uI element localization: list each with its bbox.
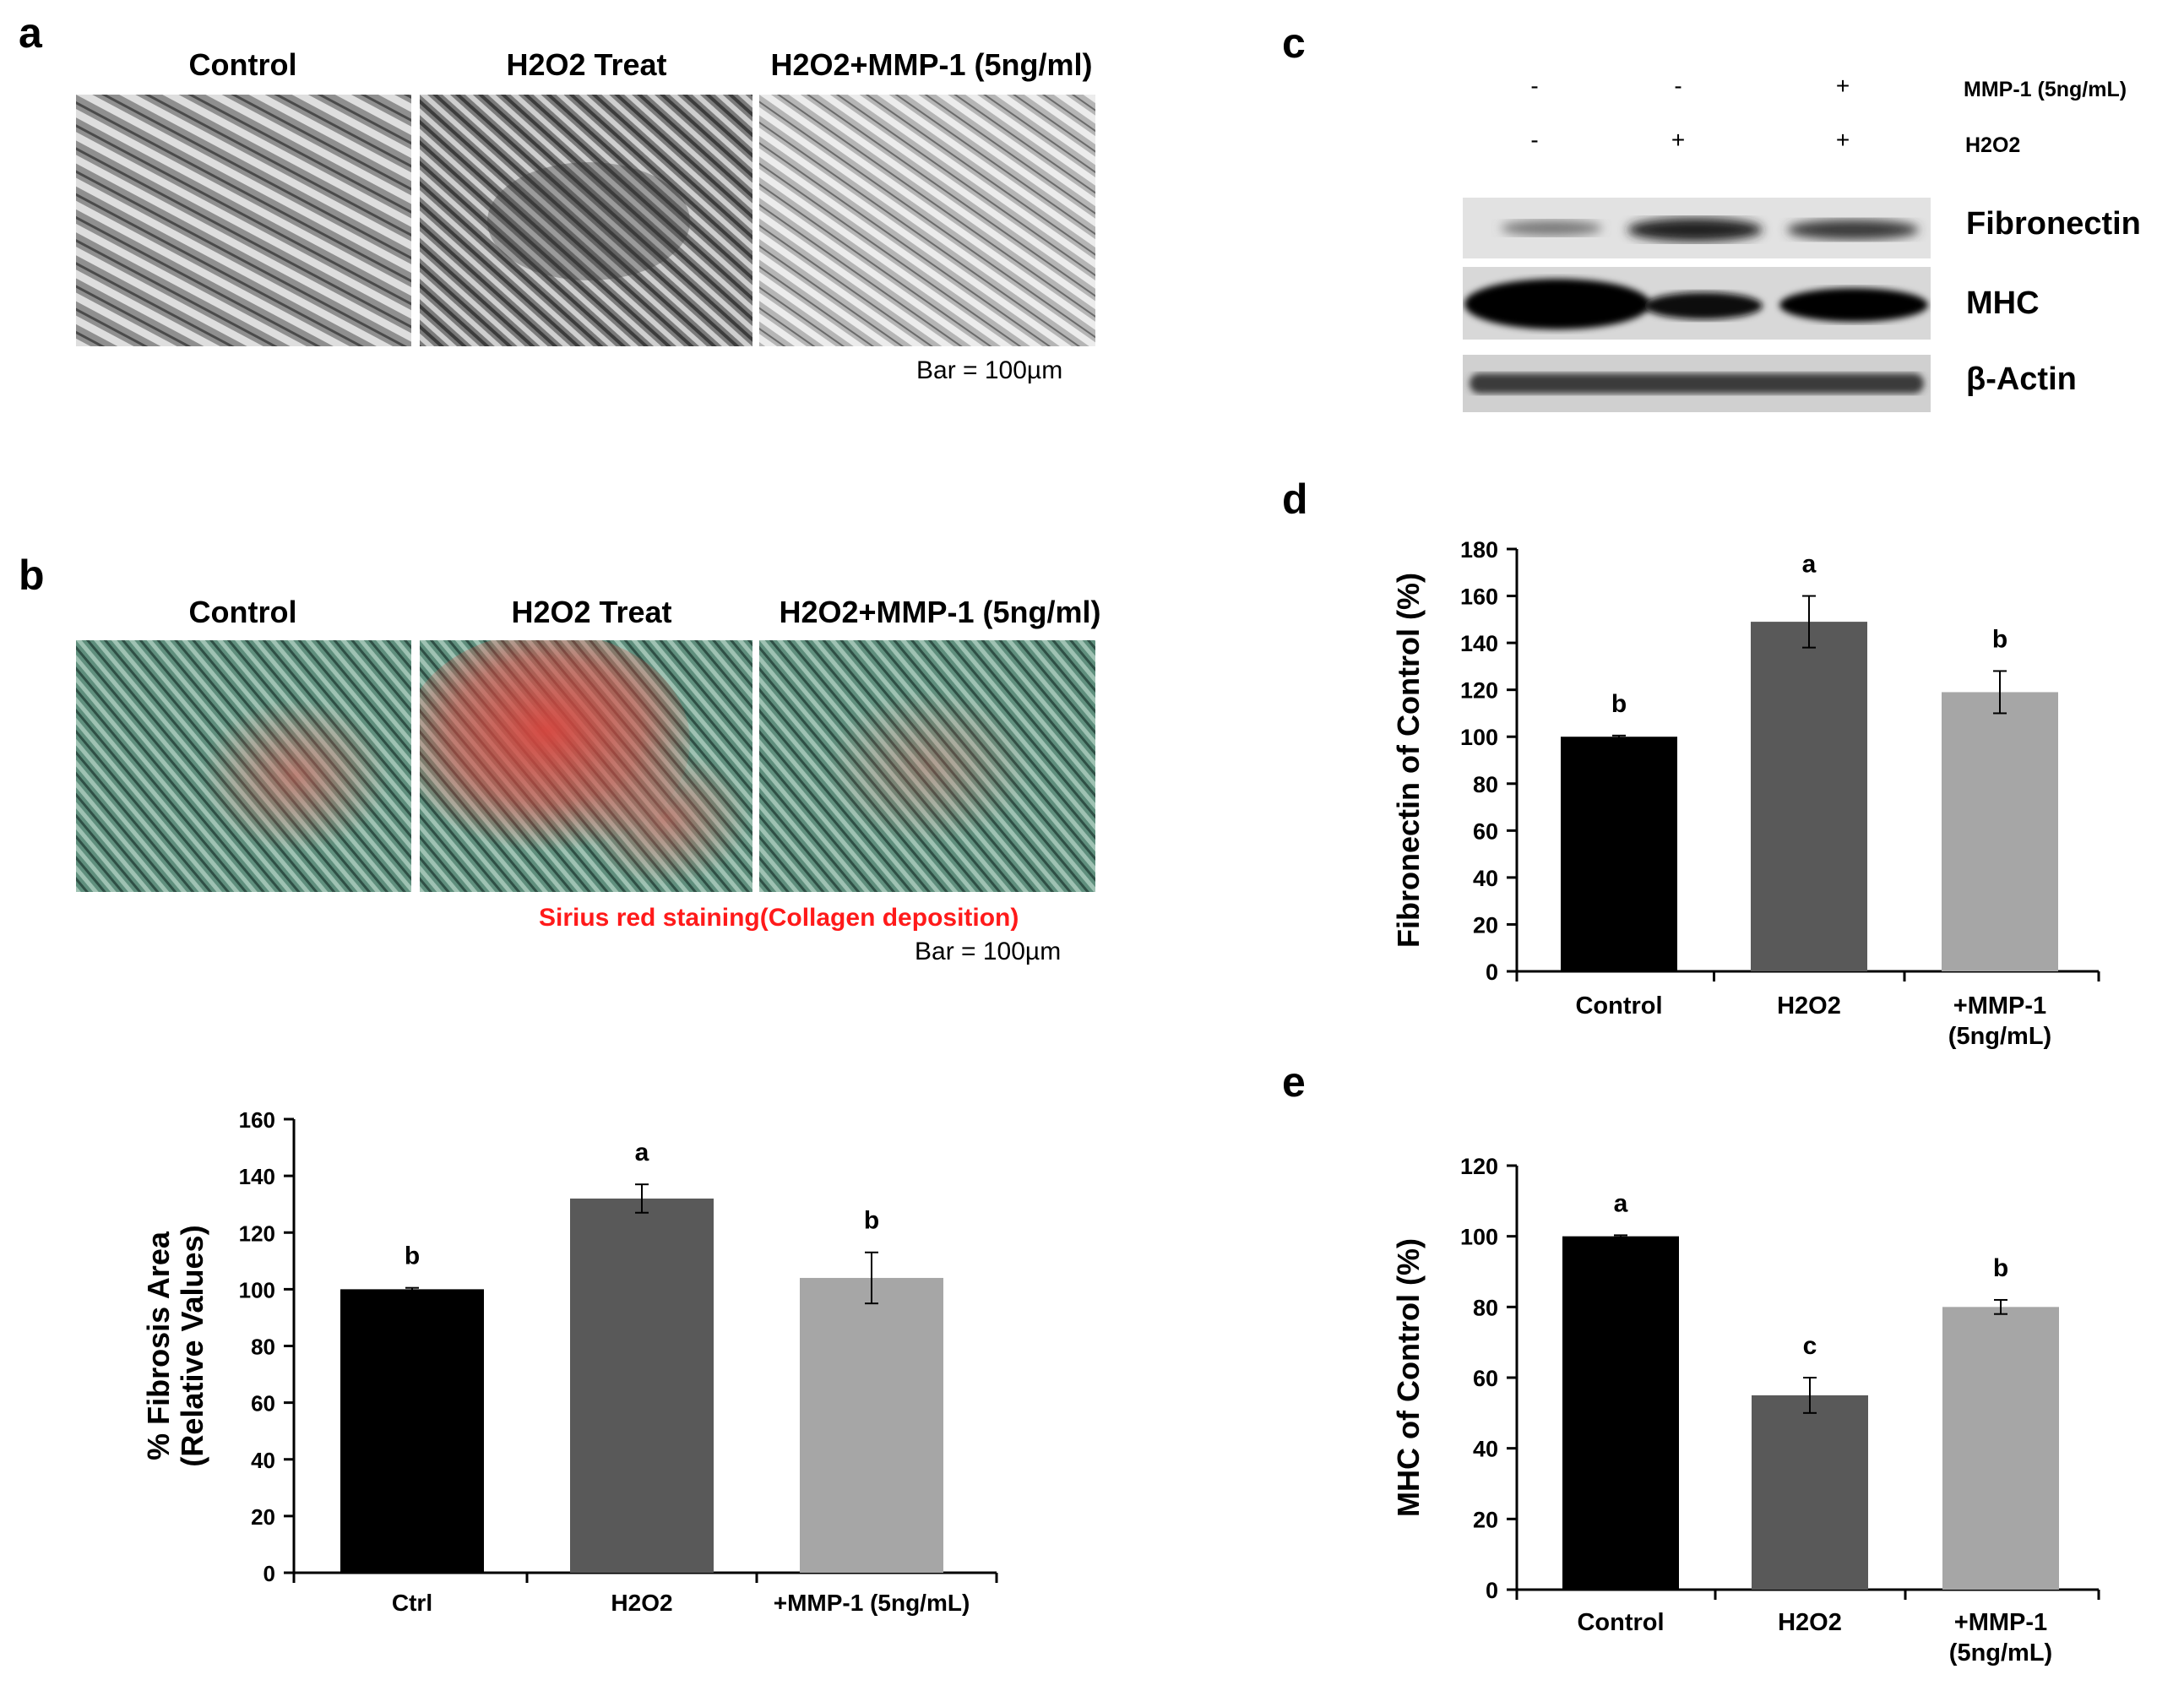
y-tick-label: 0 bbox=[1486, 1578, 1498, 1603]
bar bbox=[1752, 1395, 1868, 1590]
y-axis-label: (Relative Values) bbox=[175, 1225, 209, 1466]
significance-letter: b bbox=[1993, 1254, 2008, 1282]
panel-a-title-h2o2: H2O2 Treat bbox=[506, 47, 667, 82]
panel-a-title-control: Control bbox=[188, 47, 297, 82]
chart-b-fibrosis: 0 20 40 60 80 100 120 140 160 b Ctrl a H2O2 b +MMP-1 (… bbox=[141, 1107, 998, 1616]
y-tick-label: 40 bbox=[1473, 1437, 1498, 1462]
significance-letter: a bbox=[635, 1139, 649, 1166]
x-category-label: Control bbox=[1577, 1609, 1664, 1636]
panel-b-scale-bar: Bar = 100µm bbox=[915, 938, 1062, 965]
panel-letter-e: e bbox=[1282, 1058, 1306, 1106]
x-category-label: Control bbox=[1575, 992, 1662, 1019]
x-category-label: H2O2 bbox=[1778, 1609, 1842, 1636]
panel-a-title-mmp1: H2O2+MMP-1 (5ng/ml) bbox=[770, 47, 1093, 82]
y-tick-label: 0 bbox=[263, 1561, 275, 1586]
sign-mmp1-lane1: - bbox=[1530, 73, 1539, 99]
panel-b-title-control: Control bbox=[188, 595, 297, 629]
micrograph-a-mmp1 bbox=[759, 95, 1095, 346]
panel-b-title-h2o2: H2O2 Treat bbox=[511, 595, 672, 629]
bar bbox=[1751, 622, 1867, 971]
sirius-red-note: Sirius red staining(Collagen deposition) bbox=[539, 904, 1019, 932]
y-tick-label: 0 bbox=[1486, 960, 1498, 985]
blot-beta-actin bbox=[1463, 355, 1931, 412]
x-category-label: (5ng/mL) bbox=[1948, 1023, 2051, 1050]
x-category-label: H2O2 bbox=[1777, 992, 1841, 1019]
significance-letter: a bbox=[1802, 551, 1817, 579]
y-tick-label: 100 bbox=[239, 1277, 275, 1302]
significance-letter: a bbox=[1614, 1189, 1628, 1217]
y-axis-label: % Fibrosis Area bbox=[141, 1231, 176, 1460]
x-category-label: H2O2 bbox=[611, 1590, 672, 1616]
y-tick-label: 120 bbox=[239, 1221, 275, 1246]
chart-e-mhc: 0 20 40 60 80 100 120 a Control c H2O2 b +MMP-1 (5ng/… bbox=[1391, 1154, 2100, 1667]
sign-h2o2-lane3: + bbox=[1835, 127, 1850, 153]
y-tick-label: 120 bbox=[1460, 1154, 1498, 1179]
band-label-fibronectin: Fibronectin bbox=[1966, 206, 2141, 242]
micrograph-b-control bbox=[76, 640, 411, 892]
y-tick-label: 20 bbox=[251, 1504, 275, 1530]
y-tick-label: 100 bbox=[1460, 725, 1498, 750]
y-tick-label: 20 bbox=[1473, 912, 1498, 938]
y-tick-label: 140 bbox=[239, 1164, 275, 1189]
y-tick-label: 60 bbox=[1473, 1366, 1498, 1391]
micrograph-b-mmp1 bbox=[759, 640, 1095, 892]
sign-h2o2-lane2: + bbox=[1671, 127, 1686, 153]
y-tick-label: 100 bbox=[1460, 1225, 1498, 1250]
y-tick-label: 40 bbox=[251, 1448, 275, 1473]
bar bbox=[1561, 737, 1677, 971]
y-tick-label: 160 bbox=[1460, 585, 1498, 610]
y-tick-label: 60 bbox=[1473, 818, 1498, 844]
x-category-label: Ctrl bbox=[392, 1590, 432, 1616]
significance-letter: b bbox=[864, 1207, 879, 1235]
y-tick-label: 80 bbox=[1473, 1295, 1498, 1320]
y-tick-label: 40 bbox=[1473, 866, 1498, 891]
significance-letter: b bbox=[1992, 625, 2007, 653]
y-tick-label: 140 bbox=[1460, 631, 1498, 656]
x-category-label: +MMP-1 bbox=[1954, 1609, 2047, 1636]
x-category-label: +MMP-1 (5ng/mL) bbox=[774, 1590, 970, 1616]
micrograph-b-h2o2 bbox=[420, 640, 752, 892]
significance-letter: c bbox=[1803, 1332, 1817, 1360]
sign-mmp1-lane3: + bbox=[1835, 73, 1850, 99]
micrograph-a-control bbox=[76, 95, 411, 346]
y-axis-label: Fibronectin of Control (%) bbox=[1391, 573, 1426, 948]
bar bbox=[1942, 1307, 2059, 1590]
panel-a-scale-bar: Bar = 100µm bbox=[916, 356, 1063, 384]
bar bbox=[800, 1277, 943, 1573]
panel-letter-c: c bbox=[1282, 19, 1306, 67]
panel-letter-d: d bbox=[1282, 476, 1308, 523]
condition-h2o2-label: H2O2 bbox=[1965, 133, 2021, 157]
y-tick-label: 180 bbox=[1460, 537, 1498, 563]
significance-letter: b bbox=[1611, 690, 1627, 718]
significance-letter: b bbox=[405, 1242, 420, 1270]
y-tick-label: 120 bbox=[1460, 678, 1498, 704]
y-axis-label: MHC of Control (%) bbox=[1391, 1238, 1426, 1517]
y-tick-label: 80 bbox=[251, 1335, 275, 1360]
blot-fibronectin bbox=[1463, 198, 1931, 258]
sign-mmp1-lane2: - bbox=[1674, 73, 1682, 99]
panel-b-title-mmp1: H2O2+MMP-1 (5ng/ml) bbox=[779, 595, 1101, 629]
chart-d-fibronectin: 0 20 40 60 80 100 120 140 160 180 b Control a H2O2 b +M… bbox=[1391, 537, 2100, 1050]
sign-h2o2-lane1: - bbox=[1530, 127, 1539, 153]
band-label-mhc: MHC bbox=[1966, 285, 2040, 321]
bar bbox=[1562, 1236, 1679, 1590]
y-tick-label: 20 bbox=[1473, 1507, 1498, 1532]
y-tick-label: 60 bbox=[251, 1391, 275, 1416]
bar bbox=[340, 1289, 484, 1573]
panel-letter-b: b bbox=[19, 552, 45, 599]
y-tick-label: 160 bbox=[239, 1107, 275, 1133]
panel-letter-a: a bbox=[19, 9, 42, 57]
x-category-label: +MMP-1 bbox=[1953, 992, 2046, 1019]
condition-mmp1-label: MMP-1 (5ng/mL) bbox=[1964, 78, 2127, 101]
y-tick-label: 80 bbox=[1473, 772, 1498, 797]
x-category-label: (5ng/mL) bbox=[1949, 1639, 2052, 1667]
bar bbox=[570, 1198, 714, 1573]
micrograph-a-h2o2 bbox=[420, 95, 752, 346]
band-label-beta-actin: β-Actin bbox=[1966, 362, 2077, 397]
bar bbox=[1942, 692, 2058, 971]
blot-mhc bbox=[1463, 267, 1931, 340]
